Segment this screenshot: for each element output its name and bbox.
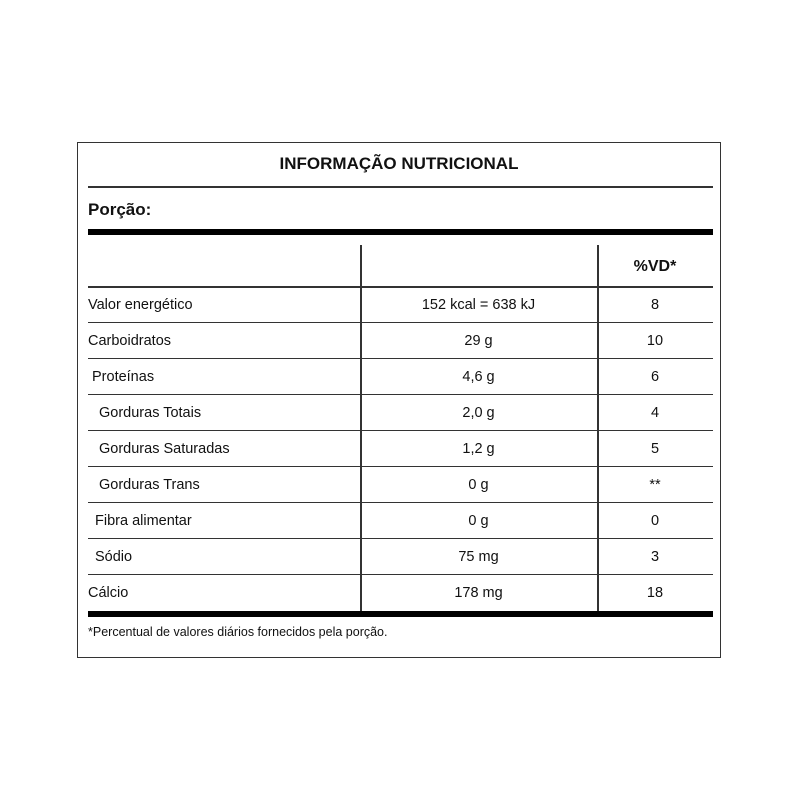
header-divider bbox=[88, 286, 713, 288]
nutrient-name: Proteínas bbox=[92, 369, 155, 385]
nutrient-vd: 4 bbox=[650, 405, 660, 421]
divider bbox=[88, 186, 713, 188]
nutrient-amount: 0 g bbox=[468, 477, 489, 493]
nutrient-amount: 2,0 g bbox=[462, 405, 495, 421]
nutrient-vd: 5 bbox=[650, 441, 660, 457]
nutrient-amount: 29 g bbox=[464, 333, 493, 349]
table-row: Fibra alimentar 0 g 0 bbox=[88, 503, 713, 539]
table-row: Cálcio 178 mg 18 bbox=[88, 575, 713, 611]
nutrient-vd: ** bbox=[649, 477, 661, 493]
table-row: Gorduras Totais 2,0 g 4 bbox=[88, 395, 713, 431]
column-divider bbox=[360, 245, 362, 613]
table-row: Valor energético 152 kcal = 638 kJ 8 bbox=[88, 287, 713, 323]
nutrition-label-frame bbox=[77, 142, 721, 658]
nutrient-vd: 0 bbox=[650, 513, 660, 529]
nutrient-amount: 4,6 g bbox=[462, 369, 495, 385]
nutrient-name: Valor energético bbox=[88, 297, 193, 313]
table-row: Proteínas 4,6 g 6 bbox=[88, 359, 713, 395]
nutrient-name: Fibra alimentar bbox=[95, 513, 192, 529]
nutrient-name: Sódio bbox=[95, 549, 133, 565]
table-row: Gorduras Trans 0 g ** bbox=[88, 467, 713, 503]
label-title: INFORMAÇÃO NUTRICIONAL bbox=[279, 154, 519, 173]
column-divider bbox=[597, 245, 599, 613]
nutrient-vd: 18 bbox=[646, 585, 664, 601]
nutrient-name: Gorduras Saturadas bbox=[99, 441, 230, 457]
table-row: Sódio 75 mg 3 bbox=[88, 539, 713, 575]
footnote: *Percentual de valores diários fornecido… bbox=[88, 625, 388, 639]
nutrient-vd: 10 bbox=[646, 333, 664, 349]
nutrient-vd: 8 bbox=[650, 297, 660, 313]
vd-header: %VD* bbox=[633, 258, 677, 275]
table-row: Carboidratos 29 g 10 bbox=[88, 323, 713, 359]
table-row: Gorduras Saturadas 1,2 g 5 bbox=[88, 431, 713, 467]
nutrient-amount: 75 mg bbox=[458, 549, 499, 565]
nutrient-vd: 6 bbox=[650, 369, 660, 385]
nutrient-amount: 0 g bbox=[468, 513, 489, 529]
nutrient-name: Gorduras Trans bbox=[99, 477, 200, 493]
nutrient-name: Gorduras Totais bbox=[99, 405, 202, 421]
nutrient-amount: 152 kcal = 638 kJ bbox=[421, 297, 536, 313]
portion-label: Porção: bbox=[88, 200, 152, 219]
nutrient-vd: 3 bbox=[650, 549, 660, 565]
thick-divider bbox=[88, 229, 713, 235]
thick-divider-bottom bbox=[88, 611, 713, 617]
nutrient-amount: 1,2 g bbox=[462, 441, 495, 457]
nutrient-amount: 178 mg bbox=[454, 585, 503, 601]
nutrient-name: Cálcio bbox=[88, 585, 129, 601]
nutrient-name: Carboidratos bbox=[88, 333, 172, 349]
